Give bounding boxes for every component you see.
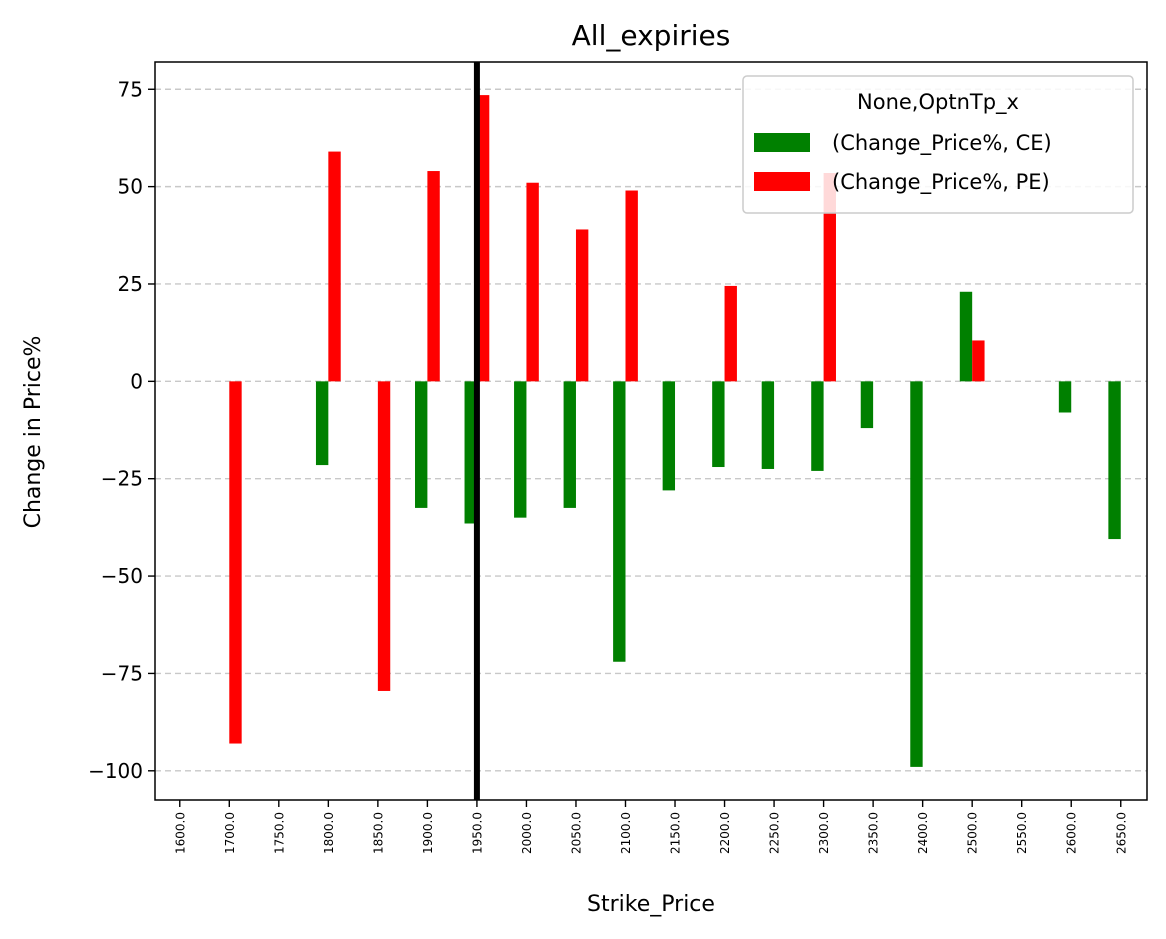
x-tick-label: 2600.0 (1065, 812, 1079, 854)
bar-ce (315, 381, 329, 466)
x-tick-label: 2350.0 (867, 812, 881, 854)
y-tick-label: −50 (101, 564, 143, 588)
x-tick-label: 2150.0 (669, 812, 683, 854)
bar-pe (575, 229, 589, 382)
legend-box (742, 75, 1134, 214)
bar-pe (377, 381, 391, 691)
legend-label-pe: (Change_Price%, PE) (832, 170, 1050, 195)
x-axis-label: Strike_Price (587, 892, 715, 917)
y-tick-label: −100 (88, 759, 143, 783)
bar-ce (712, 381, 725, 468)
x-tick-label: 1600.0 (173, 812, 187, 854)
x-tick-label: 2550.0 (1015, 812, 1029, 854)
x-tick-label: 1900.0 (421, 812, 435, 854)
bar-ce (662, 381, 676, 491)
legend-label-ce: (Change_Price%, CE) (832, 131, 1052, 156)
y-tick-label: 25 (118, 272, 143, 296)
x-tick-label: 1800.0 (322, 812, 336, 854)
x-tick-label: 1700.0 (223, 812, 237, 854)
bar-pe (328, 151, 341, 382)
bar-ce (613, 381, 626, 662)
legend: None,OptnTp_x (Change_Price%, CE) (Chang… (742, 75, 1134, 214)
x-tick-label: 2650.0 (1114, 812, 1128, 854)
x-tick-label: 2500.0 (966, 812, 980, 854)
bar-ce (514, 381, 527, 518)
bar-ce (860, 381, 874, 429)
bar-ce (415, 381, 428, 508)
bar-pe (427, 171, 440, 382)
y-tick-label: −75 (101, 661, 143, 685)
bar-ce (811, 381, 824, 471)
x-tick-label: 1950.0 (470, 812, 484, 854)
grid-lines (155, 88, 1147, 772)
chart-title: All_expiries (572, 19, 731, 52)
y-tick-label: −25 (101, 467, 143, 491)
bars (229, 95, 1121, 767)
bar-pe (526, 182, 539, 382)
x-tick-label: 2200.0 (718, 812, 732, 854)
bar-pe (229, 381, 242, 744)
x-tick-label: 2400.0 (916, 812, 930, 854)
bar-pe (476, 95, 490, 382)
x-tick-label: 1850.0 (371, 812, 385, 854)
x-tick-label: 2250.0 (768, 812, 782, 854)
legend-swatch-ce (754, 133, 810, 152)
x-tick-label: 2050.0 (569, 812, 583, 854)
bar-ce (761, 381, 775, 469)
y-tick-label: 75 (118, 77, 143, 101)
x-tick-label: 2000.0 (520, 812, 534, 854)
y-tick-label: 0 (130, 369, 143, 393)
bar-ce (464, 381, 477, 524)
bar-pe (724, 285, 737, 382)
x-axis-ticks: 1600.0 1700.0 1750.0 1800.0 1850.0 1900.0 1950… (173, 800, 1128, 854)
bar-ce (959, 291, 973, 382)
x-tick-label: 2300.0 (817, 812, 831, 854)
y-tick-label: 50 (118, 175, 143, 199)
bar-ce (1108, 381, 1121, 540)
bar-pe (823, 172, 836, 382)
bar-pe (625, 190, 638, 382)
x-tick-label: 1750.0 (272, 812, 286, 854)
y-axis-label: Change in Price% (21, 336, 46, 529)
bar-ce (1058, 381, 1072, 413)
bar-ce (910, 381, 923, 767)
bar-pe (972, 340, 985, 382)
plot-frame (154, 61, 1148, 801)
legend-swatch-pe (754, 172, 810, 191)
bar-ce (563, 381, 576, 508)
x-tick-label: 2100.0 (619, 812, 633, 854)
legend-title: None,OptnTp_x (857, 90, 1019, 115)
y-axis-ticks: −100 −75 −50 −25 0 25 50 75 (88, 77, 155, 783)
